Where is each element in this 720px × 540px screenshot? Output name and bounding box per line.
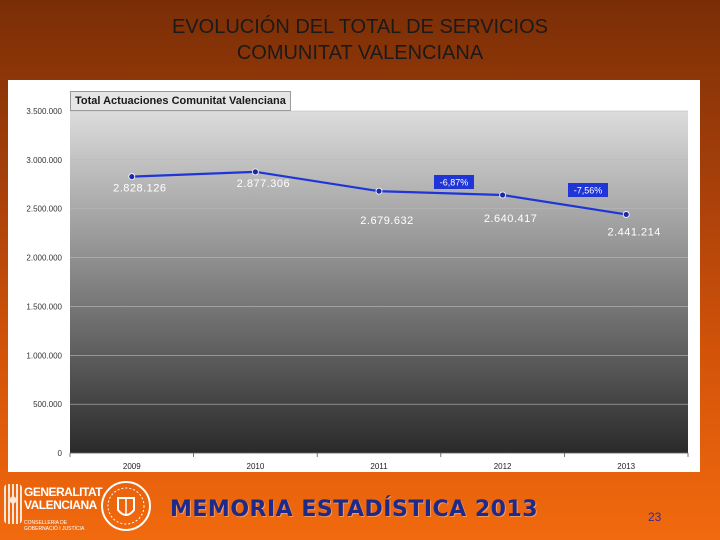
change-annotation: -7,56%: [568, 183, 608, 197]
plot-area: [70, 111, 688, 453]
change-annotation: -6,87%: [434, 175, 474, 189]
logo-subtext: CONSELLERIA DE GOBERNACIÓ I JUSTÍCIA: [24, 520, 85, 532]
annotation-label: -7,56%: [574, 186, 603, 196]
generalitat-emblem-icon: [4, 484, 22, 524]
slide-title-line1: EVOLUCIÓN DEL TOTAL DE SERVICIOS: [171, 16, 549, 38]
annotation-box: [434, 175, 474, 189]
data-label: 2.441.214: [607, 226, 660, 238]
x-tick-label: 2009: [123, 462, 141, 471]
x-tick-label: 2012: [494, 462, 512, 471]
logo-text: GENERALITAT VALENCIANA: [24, 485, 103, 512]
y-tick-label: 0: [58, 449, 63, 458]
annotation-label: -6,87%: [440, 178, 469, 188]
generalitat-logo: GENERALITAT VALENCIANA CONSELLERIA DE GO…: [4, 484, 103, 534]
footer-title: MEMORIA ESTADÍSTICA 2013: [170, 497, 539, 522]
y-tick-label: 2.000.000: [26, 254, 62, 263]
data-point: [622, 211, 630, 218]
data-label: 2.828.126: [113, 183, 166, 195]
seal-icon: [101, 481, 151, 531]
data-label: 2.679.632: [360, 215, 413, 227]
x-tick-label: 2010: [247, 462, 265, 471]
data-point: [375, 187, 383, 195]
y-tick-label: 3.500.000: [26, 107, 62, 116]
data-label: 2.640.417: [484, 213, 537, 225]
y-tick-label: 2.500.000: [26, 205, 62, 214]
annotation-box: [568, 183, 608, 197]
data-point: [128, 173, 136, 181]
data-point: [251, 168, 259, 176]
slide-title-line2: COMUNITAT VALENCIANA: [236, 42, 484, 64]
y-tick-label: 500.000: [33, 400, 62, 409]
data-point: [499, 191, 507, 199]
y-tick-label: 3.000.000: [26, 156, 62, 165]
x-tick-label: 2011: [370, 462, 388, 471]
chart-title: Total Actuaciones Comunitat Valenciana: [70, 91, 291, 111]
data-label: 2.877.306: [237, 178, 290, 190]
page-number: 23: [648, 510, 662, 524]
slide-title: EVOLUCIÓN DEL TOTAL DE SERVICIOS COMUNIT…: [0, 14, 720, 66]
y-tick-label: 1.000.000: [26, 351, 62, 360]
y-tick-label: 1.500.000: [26, 302, 62, 311]
x-tick-label: 2013: [617, 462, 635, 471]
